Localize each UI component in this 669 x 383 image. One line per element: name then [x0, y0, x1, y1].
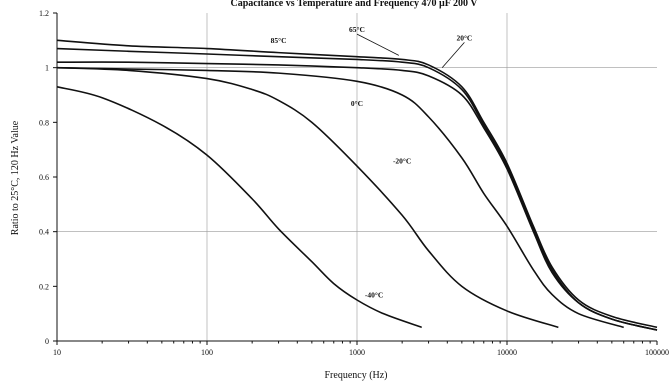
y-axis-title: Ratio to 25°C, 120 Hz Value — [10, 120, 21, 235]
x-tick-label-3: 10000 — [497, 348, 517, 357]
chart-title: Capacitance vs Temperature and Frequency… — [230, 0, 478, 9]
y-tick-label-3: 0.6 — [39, 173, 49, 182]
y-tick-label-4: 0.8 — [39, 118, 49, 127]
y-tick-label-6: 1.2 — [39, 9, 49, 18]
x-tick-label-1: 100 — [201, 348, 213, 357]
series-line-20C — [56, 61, 658, 331]
series-label-minus40C: -40°C — [365, 290, 383, 299]
series-leader-20C — [441, 42, 465, 68]
series-line-minus20C — [56, 66, 559, 329]
series-line-0C — [56, 66, 624, 329]
series-line-85C — [56, 39, 658, 329]
curve-labels: 85°C 65°C 20°C 0°C -20°C -40°C — [271, 25, 473, 299]
y-tick-label-1: 0.2 — [39, 282, 49, 291]
axes — [53, 12, 658, 345]
series-label-0C: 0°C — [351, 99, 363, 108]
series-label-minus20C: -20°C — [393, 156, 411, 165]
series-label-65C: 65°C — [349, 25, 365, 34]
series — [56, 39, 658, 331]
series-leader-65C — [356, 33, 399, 56]
x-tick-label-0: 10 — [53, 348, 61, 357]
x-tick-label-2: 1000 — [349, 348, 365, 357]
series-label-85C: 85°C — [271, 36, 287, 45]
series-label-20C: 20°C — [456, 33, 472, 42]
y-tick-label-5: 1 — [45, 64, 49, 73]
series-line-minus40C — [56, 86, 422, 329]
y-tick-label-0: 0 — [45, 337, 49, 346]
x-tick-label-4: 100000 — [645, 348, 669, 357]
y-tick-label-2: 0.4 — [39, 228, 49, 237]
tick-labels: 10 100 1000 10000 100000 0 0.2 0.4 0.6 0.8 1 1.2 — [39, 9, 669, 357]
x-axis-title: Frequency (Hz) — [324, 370, 387, 381]
